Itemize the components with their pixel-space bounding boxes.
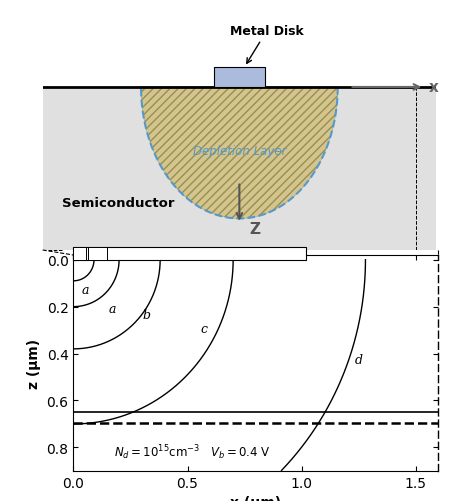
Text: d: d: [280, 246, 287, 256]
X-axis label: x (μm): x (μm): [230, 495, 282, 501]
Text: a: a: [77, 246, 84, 256]
Text: x: x: [429, 80, 439, 95]
Y-axis label: z (μm): z (μm): [27, 338, 41, 388]
Text: Z: Z: [249, 222, 260, 237]
Text: a: a: [109, 303, 116, 316]
Text: b: b: [95, 246, 102, 256]
Text: Semiconductor: Semiconductor: [62, 197, 175, 210]
Bar: [214, 68, 265, 88]
Text: c: c: [150, 246, 156, 256]
Polygon shape: [141, 88, 337, 219]
Bar: [73, 247, 86, 260]
Text: d: d: [355, 353, 363, 366]
Text: $N_d = 10^{15}\mathrm{cm}^{-3}$   $V_b = 0.4\ \mathrm{V}$: $N_d = 10^{15}\mathrm{cm}^{-3}$ $V_b = 0…: [114, 443, 271, 461]
Text: Depletion Layer: Depletion Layer: [192, 144, 286, 157]
Text: Metal Disk: Metal Disk: [230, 25, 304, 64]
Bar: [43, 88, 436, 250]
Bar: [88, 247, 107, 260]
Text: b: b: [143, 309, 150, 322]
Bar: [73, 247, 306, 260]
Text: a: a: [81, 283, 89, 296]
Text: c: c: [200, 323, 207, 336]
